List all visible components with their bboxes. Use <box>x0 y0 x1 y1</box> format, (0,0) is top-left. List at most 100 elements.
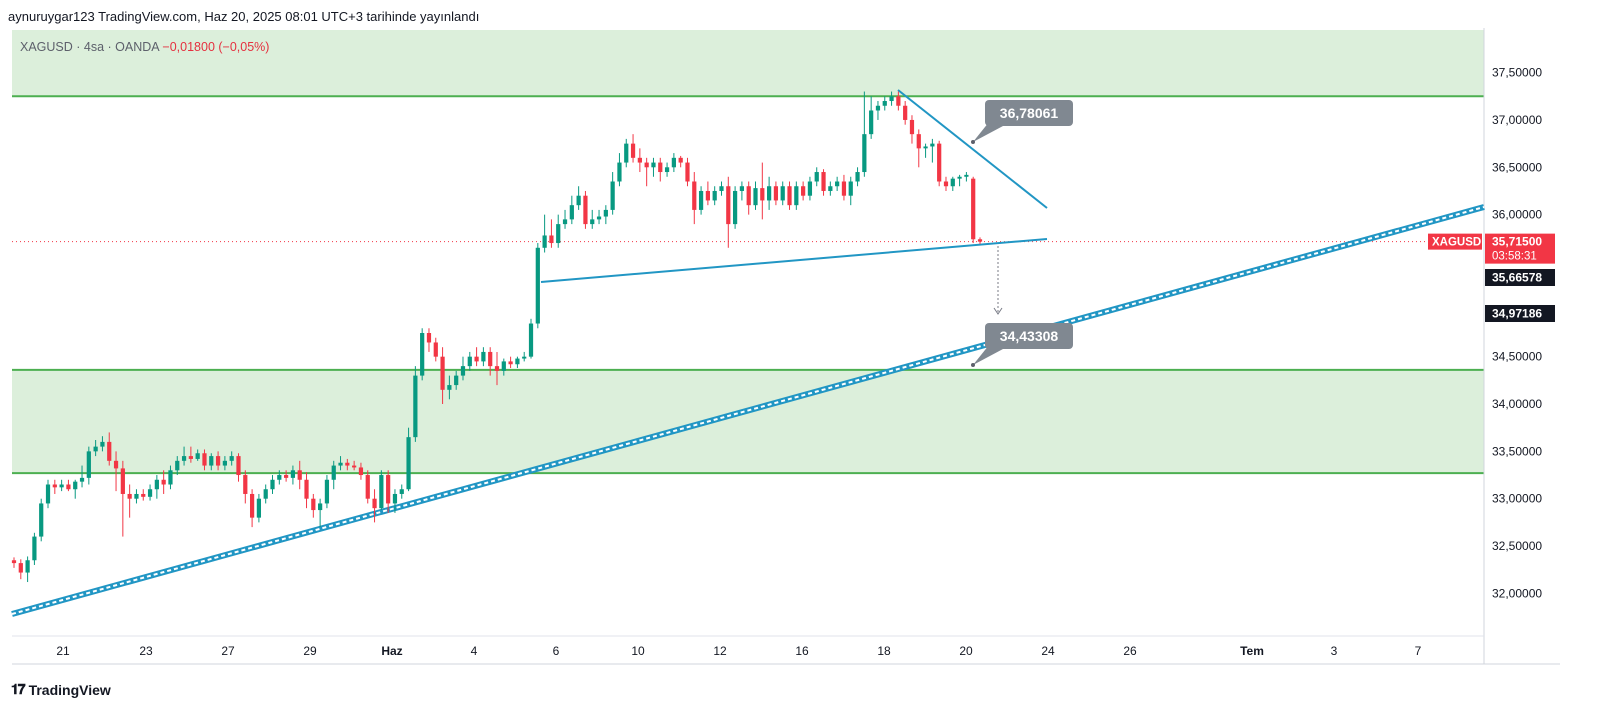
candle <box>562 209 568 229</box>
candle <box>882 96 887 111</box>
candle <box>909 115 915 144</box>
candle <box>284 470 289 482</box>
rising-trendline-inner <box>11 206 1485 615</box>
candle-body <box>522 356 527 359</box>
candle <box>175 456 180 476</box>
candle <box>923 143 928 158</box>
y-tick-label: 34,00000 <box>1492 397 1542 411</box>
candle <box>950 176 955 191</box>
y-tick-label: 32,50000 <box>1492 539 1542 553</box>
candle-body <box>923 146 928 149</box>
candle <box>916 129 921 168</box>
candle <box>869 96 874 139</box>
x-tick-label: 3 <box>1331 644 1338 658</box>
candle-body <box>440 356 445 390</box>
candle-body <box>406 437 411 490</box>
candle <box>821 169 826 196</box>
zone-1 <box>12 369 1484 474</box>
trend-layer <box>11 89 1485 617</box>
candle-body <box>420 333 425 376</box>
candle <box>535 243 540 329</box>
candle-body <box>562 219 568 225</box>
candle-body <box>270 479 275 490</box>
candle-body <box>372 498 377 509</box>
price-mark-bg <box>1485 305 1555 322</box>
candle <box>345 458 350 471</box>
candle <box>188 446 193 463</box>
candle <box>134 489 139 504</box>
candle-body <box>66 484 71 490</box>
candle-body <box>324 479 330 504</box>
countdown-label: 03:58:31 <box>1492 251 1537 263</box>
candle <box>107 432 112 466</box>
candle-body <box>501 361 506 371</box>
candle <box>801 181 806 201</box>
candle <box>352 460 357 471</box>
candle <box>440 347 445 405</box>
candle-body <box>596 216 602 220</box>
candle-body <box>678 157 683 163</box>
candle <box>760 162 765 220</box>
candle-body <box>236 456 241 476</box>
candle-body <box>188 456 193 459</box>
candle-body <box>794 186 799 206</box>
candle-body <box>556 224 561 244</box>
candle <box>692 172 697 225</box>
candle <box>66 479 71 492</box>
candle <box>290 465 296 485</box>
candle-body <box>916 134 921 149</box>
candle <box>358 462 364 480</box>
candle-body <box>617 162 622 182</box>
candle <box>93 439 98 457</box>
candle-body <box>202 453 207 466</box>
candle <box>773 181 779 206</box>
callout-0: 36,78061 <box>971 100 1073 144</box>
candle-body <box>318 503 323 511</box>
candle-body <box>664 167 670 173</box>
last-price-bg <box>1485 233 1555 264</box>
candle-body <box>284 475 289 478</box>
candle-body <box>903 105 908 120</box>
candle-body <box>494 366 500 371</box>
candle-body <box>767 186 772 201</box>
candle <box>209 453 214 471</box>
candle <box>678 155 683 168</box>
candle-layer <box>11 91 983 583</box>
candle <box>447 375 452 400</box>
candle-body <box>154 479 159 490</box>
candle-body <box>161 479 166 485</box>
x-tick-label: 29 <box>303 644 317 658</box>
candle-body <box>399 489 404 494</box>
candle-body <box>467 356 472 367</box>
candle <box>202 449 207 471</box>
price-mark-tag: 35,66578 <box>1485 269 1555 286</box>
candle <box>515 356 520 369</box>
candle <box>161 470 166 494</box>
candle <box>603 205 608 225</box>
candle <box>338 456 343 471</box>
symbol-tag-label: XAGUSD <box>1432 237 1481 249</box>
candle <box>270 475 275 494</box>
candle <box>494 351 500 386</box>
candle-body <box>107 441 112 461</box>
candle-body <box>45 484 51 504</box>
candle <box>746 181 751 215</box>
candle <box>18 559 23 580</box>
candle <box>181 446 187 466</box>
candle <box>86 446 91 485</box>
candle <box>11 557 17 568</box>
candle-body <box>869 110 874 135</box>
tradingview-brand[interactable]: 𝟏𝟕 TradingView <box>11 681 111 698</box>
brand-label: TradingView <box>28 681 111 698</box>
candle <box>705 181 710 206</box>
candle <box>617 153 622 187</box>
candle <box>39 498 44 542</box>
candle-body <box>760 188 765 201</box>
candle-body <box>474 356 479 362</box>
candle <box>73 479 78 499</box>
candle-body <box>11 560 17 564</box>
candle <box>542 214 547 253</box>
candle-body <box>624 143 629 163</box>
candle <box>45 479 51 509</box>
